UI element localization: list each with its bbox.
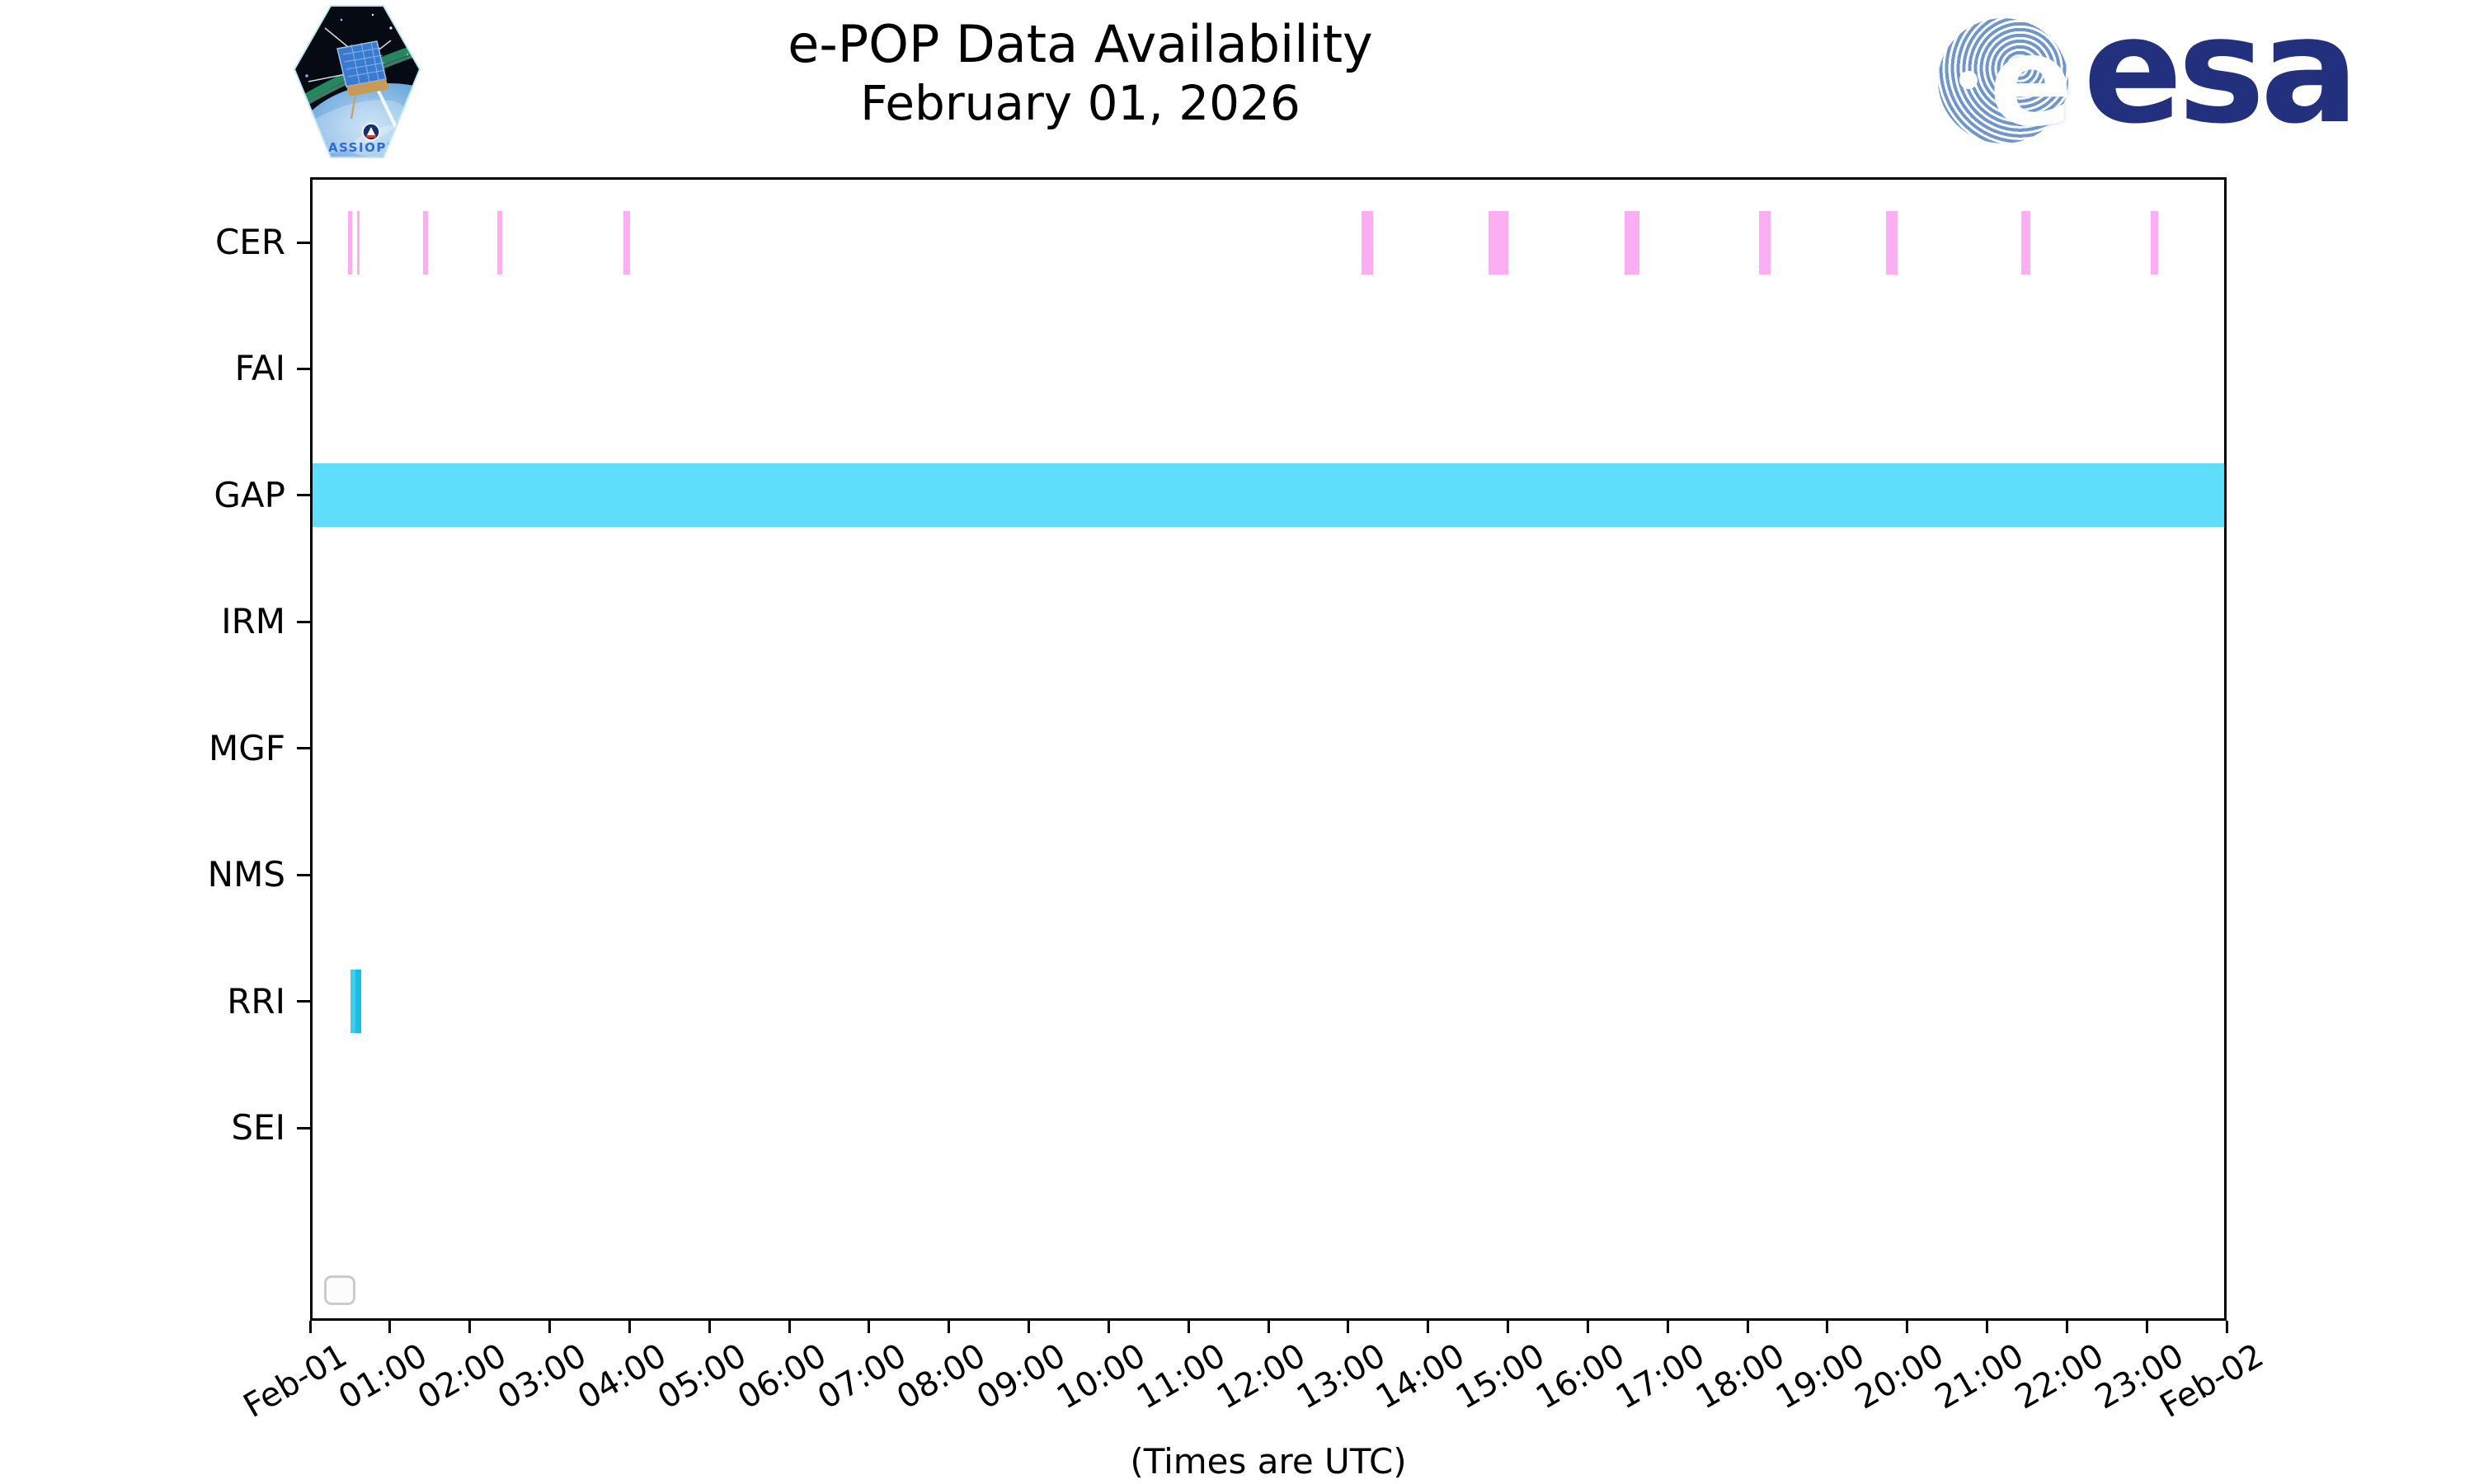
x-tick-23 (2145, 1321, 2148, 1333)
x-tick-22 (2065, 1321, 2068, 1333)
availability-bar-cer-5 (1362, 210, 1373, 275)
availability-bar-cer-7 (1624, 210, 1640, 275)
x-tick-label-22: 22:00 (2009, 1336, 2110, 1417)
x-tick-17 (1666, 1321, 1669, 1333)
y-label-rri: RRI (227, 980, 285, 1021)
y-label-irm: IRM (221, 601, 285, 642)
x-tick-5 (708, 1321, 711, 1333)
availability-bar-cer-2 (422, 210, 429, 275)
x-tick-label-6: 06:00 (731, 1336, 833, 1417)
x-tick-label-21: 21:00 (1929, 1336, 2030, 1417)
x-tick-label-19: 19:00 (1769, 1336, 1871, 1417)
esa-sphere-dot (1959, 71, 1978, 89)
chart-title-block: e-POP Data Availability February 01, 202… (256, 15, 1905, 132)
y-tick-rri (297, 1000, 310, 1003)
x-axis-caption: (Times are UTC) (1130, 1441, 1407, 1482)
availability-bar-cer-3 (496, 210, 503, 275)
availability-bar-cer-9 (1886, 210, 1898, 275)
x-tick-label-3: 03:00 (492, 1336, 593, 1417)
x-tick-4 (628, 1321, 631, 1333)
patch-satellite (308, 27, 392, 120)
x-tick-3 (548, 1321, 551, 1333)
x-tick-14 (1427, 1321, 1430, 1333)
x-tick-20 (1906, 1321, 1909, 1333)
x-tick-label-11: 11:00 (1130, 1336, 1232, 1417)
availability-bar-cer-4 (623, 210, 631, 275)
cassiope-mission-patch: CASSIOPE (292, 3, 422, 160)
x-tick-label-20: 20:00 (1849, 1336, 1951, 1417)
x-tick-label-18: 18:00 (1689, 1336, 1791, 1417)
x-tick-label-12: 12:00 (1210, 1336, 1312, 1417)
x-tick-0 (308, 1321, 312, 1333)
availability-bar-rri-0 (350, 970, 361, 1034)
availability-bar-cer-11 (2151, 210, 2158, 275)
y-tick-irm (297, 620, 310, 623)
esa-logo: e esa (1938, 0, 2400, 154)
x-tick-label-7: 07:00 (811, 1336, 913, 1417)
x-tick-2 (468, 1321, 472, 1333)
y-label-mgf: MGF (209, 727, 285, 768)
legend-box-empty (324, 1275, 355, 1305)
esa-sphere-letter: e (1989, 11, 2073, 154)
y-tick-fai (297, 367, 310, 370)
y-tick-nms (297, 873, 310, 876)
y-label-fai: FAI (234, 348, 285, 389)
y-tick-cer (297, 241, 310, 244)
availability-bar-cer-0 (348, 210, 353, 275)
y-tick-mgf (297, 747, 310, 750)
x-tick-label-2: 02:00 (412, 1336, 514, 1417)
x-tick-label-16: 16:00 (1530, 1336, 1631, 1417)
availability-bar-cer-8 (1758, 210, 1771, 275)
x-tick-12 (1267, 1321, 1270, 1333)
x-tick-24 (2225, 1321, 2228, 1333)
x-tick-11 (1187, 1321, 1190, 1333)
x-tick-19 (1826, 1321, 1829, 1333)
y-label-nms: NMS (207, 854, 285, 895)
x-tick-6 (788, 1321, 791, 1333)
x-tick-21 (1986, 1321, 1988, 1333)
y-label-sei: SEI (231, 1107, 285, 1148)
x-tick-16 (1586, 1321, 1589, 1333)
x-tick-1 (388, 1321, 392, 1333)
x-tick-13 (1347, 1321, 1350, 1333)
availability-bar-gap-0 (310, 463, 2227, 528)
x-tick-18 (1746, 1321, 1749, 1333)
y-tick-sei (297, 1126, 310, 1129)
x-tick-15 (1507, 1321, 1509, 1333)
x-tick-label-15: 15:00 (1450, 1336, 1551, 1417)
x-tick-label-8: 08:00 (891, 1336, 993, 1417)
x-tick-8 (948, 1321, 951, 1333)
x-tick-label-5: 05:00 (651, 1336, 753, 1417)
x-tick-10 (1107, 1321, 1110, 1333)
x-tick-label-9: 09:00 (971, 1336, 1072, 1417)
chart-subtitle: February 01, 2026 (860, 75, 1300, 131)
cassiope-wordmark: CASSIOPE (317, 140, 396, 155)
y-tick-gap (297, 494, 310, 497)
availability-bar-cer-10 (2021, 210, 2030, 275)
availability-bar-cer-1 (356, 210, 360, 275)
x-tick-label-10: 10:00 (1051, 1336, 1152, 1417)
y-label-gap: GAP (214, 474, 285, 515)
plot-frame (310, 177, 2227, 1321)
esa-wordmark: esa (2083, 0, 2359, 156)
x-tick-label-13: 13:00 (1290, 1336, 1392, 1417)
x-tick-label-17: 17:00 (1609, 1336, 1711, 1417)
x-tick-label-14: 14:00 (1370, 1336, 1472, 1417)
cassiope-patch-art: CASSIOPE (293, 5, 421, 158)
x-tick-9 (1028, 1321, 1030, 1333)
availability-bar-cer-6 (1489, 210, 1509, 275)
x-tick-label-1: 01:00 (332, 1336, 434, 1417)
x-tick-7 (868, 1321, 871, 1333)
patch-outline (293, 5, 421, 158)
x-tick-label-4: 04:00 (571, 1336, 673, 1417)
chart-title: e-POP Data Availability (788, 14, 1373, 74)
y-label-cer: CER (214, 222, 285, 262)
